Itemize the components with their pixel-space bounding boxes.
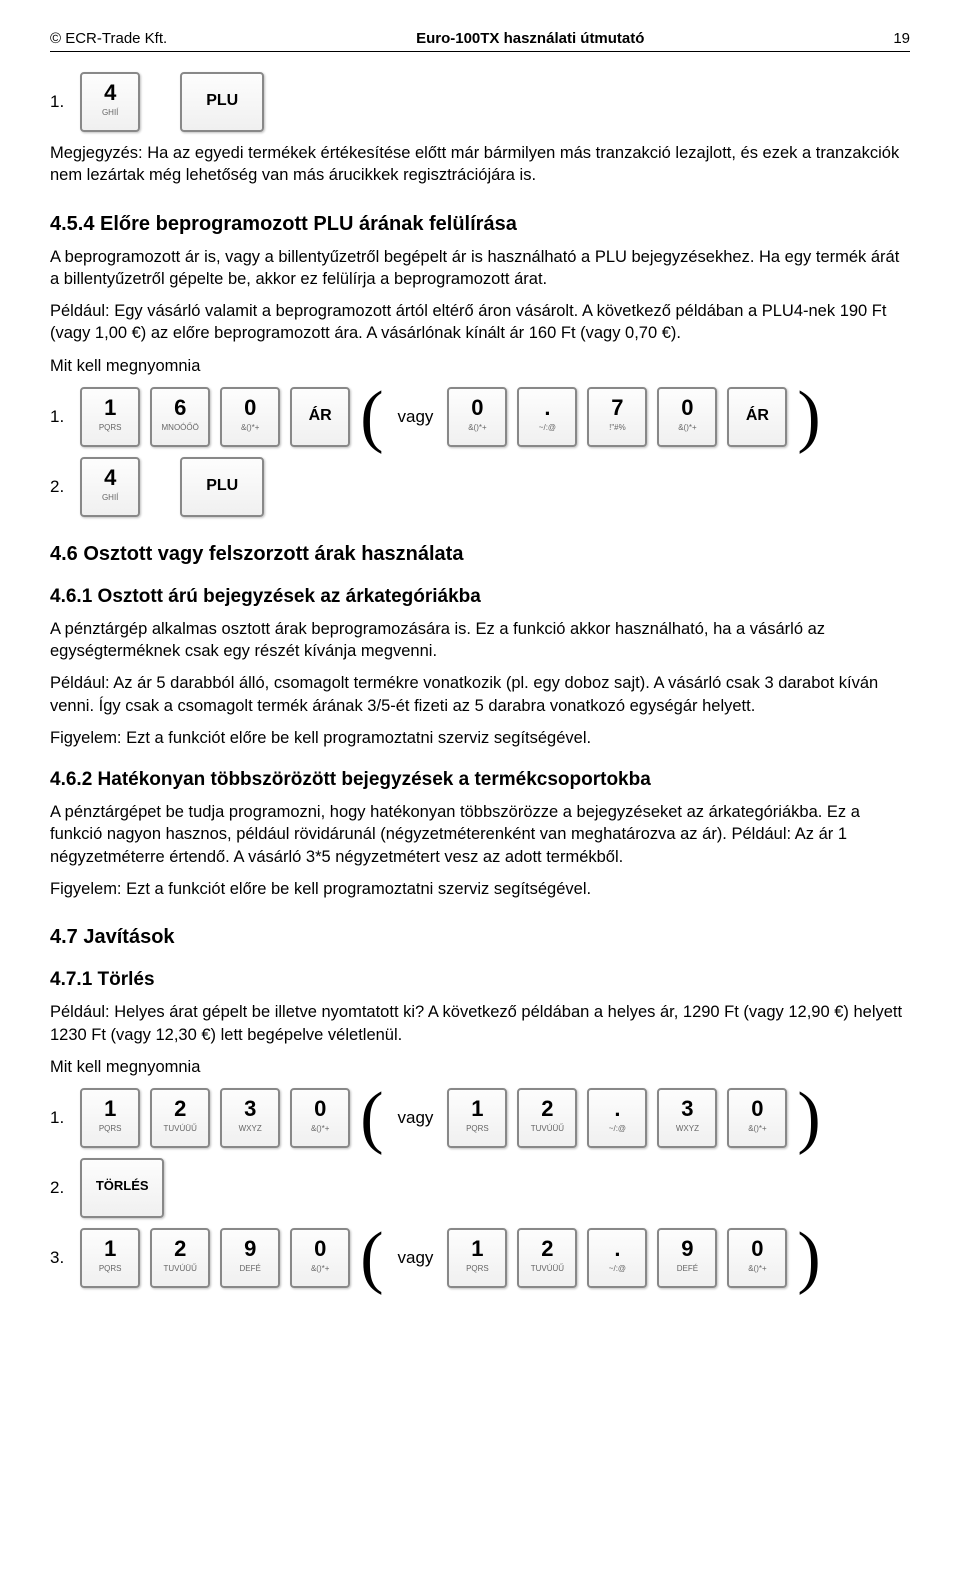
- step-number: 1.: [50, 92, 64, 112]
- step-number: 1.: [50, 407, 64, 427]
- keypad-0-button[interactable]: 0 &()*+: [727, 1228, 787, 1288]
- header-center: Euro-100TX használati útmutató: [416, 30, 644, 47]
- keypad-9-button[interactable]: 9 DEFÉ: [220, 1228, 280, 1288]
- keypad-main: 4: [82, 80, 138, 106]
- figyelem-text-2: Figyelem: Ezt a funkciót előre be kell p…: [50, 878, 910, 900]
- plu-button[interactable]: PLU: [180, 457, 264, 517]
- para-454b: Például: Egy vásárló valamit a beprogram…: [50, 300, 910, 345]
- keypad-1-button[interactable]: 1 PQRS: [80, 1088, 140, 1148]
- heading-471: 4.7.1 Törlés: [50, 969, 910, 991]
- step-number: 2.: [50, 1178, 64, 1198]
- mit-kell-label-2: Mit kell megnyomnia: [50, 1056, 910, 1078]
- page-header: © ECR-Trade Kft. Euro-100TX használati ú…: [50, 30, 910, 52]
- para-461a: A pénztárgép alkalmas osztott árak bepro…: [50, 618, 910, 663]
- keypad-0-button[interactable]: 0 &()*+: [727, 1088, 787, 1148]
- keypad-4-button[interactable]: 4 GHIÍ: [80, 457, 140, 517]
- figyelem-text: Figyelem: Ezt a funkciót előre be kell p…: [50, 727, 910, 749]
- header-left: © ECR-Trade Kft.: [50, 30, 167, 47]
- sequence-2-4-plu: 2. 4 GHIÍ PLU: [50, 457, 910, 517]
- keypad-6-button[interactable]: 6 MNOÓŐÖ: [150, 387, 210, 447]
- sequence-1230: 1. 1 PQRS 2 TUVÚÜŰ 3 WXYZ 0 &()*+ ( vagy…: [50, 1088, 910, 1148]
- step-number: 2.: [50, 477, 64, 497]
- heading-47: 4.7 Javítások: [50, 926, 910, 949]
- para-461b: Például: Az ár 5 darabból álló, csomagol…: [50, 672, 910, 717]
- heading-454: 4.5.4 Előre beprogramozott PLU árának fe…: [50, 213, 910, 236]
- keypad-1-button[interactable]: 1 PQRS: [80, 1228, 140, 1288]
- sequence-1-4-plu: 1. 4 GHIÍ PLU: [50, 72, 910, 132]
- keypad-1-button[interactable]: 1 PQRS: [447, 1228, 507, 1288]
- paren-close-icon: ): [797, 1230, 820, 1286]
- keypad-2-button[interactable]: 2 TUVÚÜŰ: [150, 1088, 210, 1148]
- paren-open-icon: (: [360, 1090, 383, 1146]
- vagy-label: vagy: [398, 1248, 434, 1268]
- keypad-1-button[interactable]: 1 PQRS: [447, 1088, 507, 1148]
- sequence-torles: 2. TÖRLÉS: [50, 1158, 910, 1218]
- paren-open-icon: (: [360, 389, 383, 445]
- keypad-2-button[interactable]: 2 TUVÚÜŰ: [150, 1228, 210, 1288]
- keypad-0-button[interactable]: 0 &()*+: [290, 1088, 350, 1148]
- keypad-3-button[interactable]: 3 WXYZ: [657, 1088, 717, 1148]
- keypad-4-button[interactable]: 4 GHIÍ: [80, 72, 140, 132]
- keypad-1-button[interactable]: 1 PQRS: [80, 387, 140, 447]
- page-content: © ECR-Trade Kft. Euro-100TX használati ú…: [0, 0, 960, 1328]
- keypad-0-button[interactable]: 0 &()*+: [447, 387, 507, 447]
- mit-kell-label: Mit kell megnyomnia: [50, 355, 910, 377]
- keypad-label: PLU: [182, 92, 262, 110]
- sequence-1290: 3. 1 PQRS 2 TUVÚÜŰ 9 DEFÉ 0 &()*+ ( vagy…: [50, 1228, 910, 1288]
- step-number: 1.: [50, 1108, 64, 1128]
- heading-46: 4.6 Osztott vagy felszorzott árak haszná…: [50, 543, 910, 566]
- sequence-160-ar: 1. 1 PQRS 6 MNOÓŐÖ 0 &()*+ ÁR ( vagy 0 &…: [50, 387, 910, 447]
- vagy-label: vagy: [398, 407, 434, 427]
- keypad-0-button[interactable]: 0 &()*+: [657, 387, 717, 447]
- para-454a: A beprogramozott ár is, vagy a billentyű…: [50, 246, 910, 291]
- keypad-2-button[interactable]: 2 TUVÚÜŰ: [517, 1228, 577, 1288]
- keypad-dot-button[interactable]: . ~/:@: [587, 1228, 647, 1288]
- plu-button[interactable]: PLU: [180, 72, 264, 132]
- keypad-0-button[interactable]: 0 &()*+: [220, 387, 280, 447]
- keypad-dot-button[interactable]: . ~/:@: [587, 1088, 647, 1148]
- keypad-9-button[interactable]: 9 DEFÉ: [657, 1228, 717, 1288]
- step-number: 3.: [50, 1248, 64, 1268]
- note-text: Megjegyzés: Ha az egyedi termékek értéke…: [50, 142, 910, 187]
- para-462a: A pénztárgépet be tudja programozni, hog…: [50, 801, 910, 868]
- paren-open-icon: (: [360, 1230, 383, 1286]
- keypad-7-button[interactable]: 7 !"#%: [587, 387, 647, 447]
- keypad-sub: GHIÍ: [82, 108, 138, 117]
- heading-461: 4.6.1 Osztott árú bejegyzések az árkateg…: [50, 586, 910, 608]
- heading-462: 4.6.2 Hatékonyan többszörözött bejegyzés…: [50, 769, 910, 791]
- header-right: 19: [893, 30, 910, 47]
- ar-button[interactable]: ÁR: [290, 387, 350, 447]
- keypad-3-button[interactable]: 3 WXYZ: [220, 1088, 280, 1148]
- ar-button[interactable]: ÁR: [727, 387, 787, 447]
- vagy-label: vagy: [398, 1108, 434, 1128]
- keypad-0-button[interactable]: 0 &()*+: [290, 1228, 350, 1288]
- paren-close-icon: ): [797, 389, 820, 445]
- keypad-2-button[interactable]: 2 TUVÚÜŰ: [517, 1088, 577, 1148]
- paren-close-icon: ): [797, 1090, 820, 1146]
- keypad-dot-button[interactable]: . ~/:@: [517, 387, 577, 447]
- torles-button[interactable]: TÖRLÉS: [80, 1158, 164, 1218]
- para-471: Például: Helyes árat gépelt be illetve n…: [50, 1001, 910, 1046]
